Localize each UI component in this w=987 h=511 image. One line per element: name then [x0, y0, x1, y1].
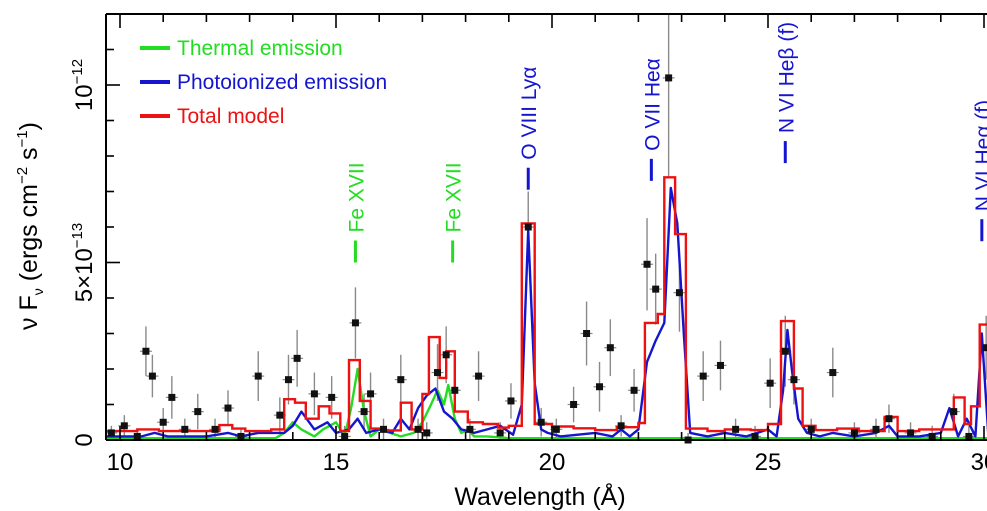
- line-label: Fe XVII: [443, 162, 466, 232]
- data-point: [434, 369, 442, 377]
- data-point: [168, 393, 176, 401]
- legend-entry: Thermal emission: [177, 37, 343, 60]
- data-point: [537, 418, 545, 426]
- data-point: [606, 344, 614, 352]
- data-point: [950, 408, 958, 416]
- data-point: [120, 422, 128, 430]
- data-point: [380, 425, 388, 433]
- data-point: [781, 347, 789, 355]
- line-label: N VI Heα (f): [972, 100, 987, 211]
- legend-entry: Total model: [177, 105, 284, 128]
- data-point: [351, 319, 359, 327]
- data-point: [907, 429, 915, 437]
- data-point: [766, 379, 774, 387]
- axes: 10 15 20 25 30 0 5×10−13 10−12: [69, 13, 987, 476]
- y-tick-label: 0: [71, 433, 98, 446]
- data-point: [159, 418, 167, 426]
- line-labels: Fe XVII Fe XVII O VIII Lyα O VII Heα N VI He…: [345, 22, 987, 263]
- data-point: [194, 408, 202, 416]
- data-point: [716, 361, 724, 369]
- data-point: [552, 425, 560, 433]
- y-axis-title-end: ): [15, 122, 43, 130]
- line-label: N VI Heβ (f): [775, 22, 798, 133]
- axis-titles: Wavelength (Å) ν Fν (ergs cm−2 s−1): [14, 122, 626, 511]
- total-model-line: [106, 176, 987, 433]
- y-tick-label: 10−12: [69, 59, 98, 111]
- photoionized-emission-line: [106, 186, 987, 438]
- y-axis-title-units: (ergs cm: [15, 184, 43, 288]
- line-label: O VII Heα: [641, 58, 664, 151]
- y-tick-label: 5×10−13: [69, 223, 98, 303]
- x-axis-title: Wavelength (Å): [454, 481, 625, 511]
- data-point: [414, 425, 422, 433]
- line-label: O VIII Lyα: [518, 67, 541, 160]
- data-point: [507, 397, 515, 405]
- data-point: [341, 432, 349, 440]
- data-point: [496, 429, 504, 437]
- data-point: [211, 425, 219, 433]
- data-point: [872, 425, 880, 433]
- data-point: [751, 432, 759, 440]
- data-point: [596, 383, 604, 391]
- data-point: [328, 393, 336, 401]
- data-point: [675, 289, 683, 297]
- y-axis-title-sub: ν: [30, 288, 46, 295]
- data-point: [254, 372, 262, 380]
- data-point: [237, 432, 245, 440]
- data-point: [583, 330, 591, 337]
- data-point: [885, 415, 893, 423]
- data-point: [829, 369, 837, 377]
- x-tick-label: 20: [539, 449, 566, 476]
- y-axis-title-sup1: −2: [14, 167, 31, 184]
- data-point: [397, 376, 405, 384]
- x-tick-label: 15: [323, 449, 350, 476]
- data-point: [451, 386, 459, 394]
- data-point: [466, 425, 474, 433]
- data-point: [652, 285, 660, 293]
- data-point: [293, 354, 301, 362]
- data-point: [367, 390, 375, 398]
- data-point: [133, 432, 141, 440]
- data-point: [181, 425, 189, 433]
- data-point: [928, 432, 936, 440]
- data-point: [142, 347, 150, 355]
- x-tick-label: 30: [971, 449, 987, 476]
- data-point: [965, 432, 973, 440]
- data-point: [570, 401, 578, 408]
- data-point: [148, 372, 156, 380]
- data-point: [617, 422, 625, 430]
- y-axis-title-mid: s: [15, 147, 43, 166]
- legend-entry: Photoionized emission: [177, 71, 387, 94]
- data-point: [475, 372, 483, 380]
- x-tick-label: 10: [107, 449, 134, 476]
- x-tick-label: 25: [755, 449, 782, 476]
- data-point: [284, 376, 292, 384]
- data-point: [442, 351, 450, 359]
- data-point: [699, 372, 707, 380]
- data-point: [107, 429, 115, 437]
- data-point: [665, 74, 673, 82]
- data-point: [982, 344, 987, 352]
- data-point: [790, 376, 798, 384]
- data-point: [643, 260, 651, 268]
- y-axis-title-sup2: −1: [14, 130, 31, 147]
- model-series: [106, 176, 987, 440]
- data-point: [310, 390, 318, 398]
- data-points: [107, 74, 987, 444]
- legend: Thermal emission Photoionized emission Tot…: [140, 37, 387, 128]
- data-point: [276, 411, 284, 419]
- data-point: [732, 425, 740, 433]
- data-point: [630, 386, 638, 394]
- line-label: Fe XVII: [345, 162, 368, 232]
- y-axis-title: ν Fν (ergs cm−2 s−1): [14, 122, 46, 330]
- data-point: [423, 429, 431, 437]
- data-point: [224, 404, 232, 412]
- data-point: [524, 223, 532, 231]
- y-axis-title-main: ν F: [15, 295, 43, 330]
- data-point: [360, 408, 368, 416]
- data-point: [807, 425, 815, 433]
